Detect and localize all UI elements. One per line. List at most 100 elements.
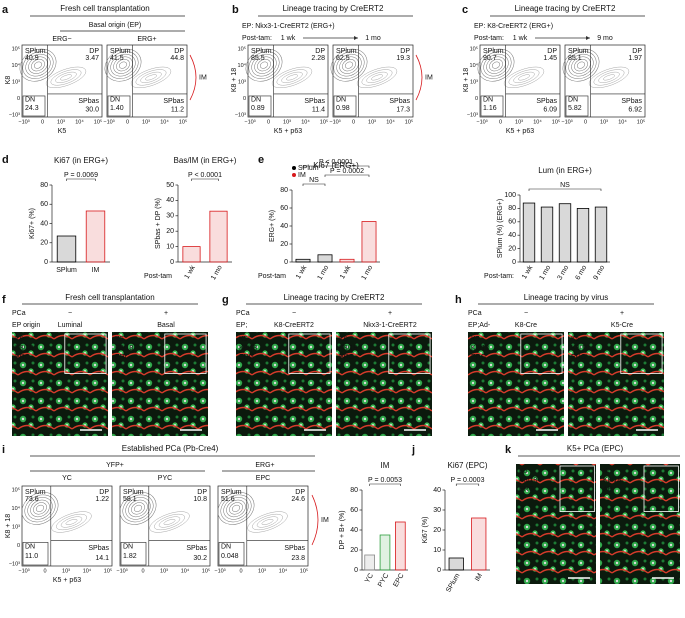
inset — [288, 333, 331, 374]
contour — [231, 504, 241, 512]
contours — [104, 48, 172, 88]
quadrant-value: 2.28 — [311, 55, 325, 62]
quadrant-value: 0.98 — [336, 105, 350, 112]
contour — [149, 511, 190, 533]
y-tick-label: 20 — [166, 228, 174, 235]
panel-subtitle: EP: Nkx3-1-CreERT2 (ERG+) — [242, 23, 335, 30]
y-tick-label: 0 — [243, 96, 246, 102]
post-tam: Post-tam: — [474, 35, 504, 42]
contour — [336, 53, 362, 77]
y-tick-label: 10⁵ — [470, 45, 478, 52]
x-tick-label: 0 — [239, 568, 242, 574]
arrow-head — [586, 36, 590, 40]
contour — [60, 516, 83, 528]
bar — [395, 521, 406, 571]
y-tick-label: 40 — [280, 223, 288, 230]
x-tick-label: 10⁴ — [279, 567, 288, 574]
significance-bracket — [324, 174, 370, 177]
y-tick-label: 10⁵ — [12, 45, 20, 52]
contour — [356, 66, 398, 88]
flow-frame — [119, 485, 211, 567]
stain-label: K8/18 — [571, 345, 589, 352]
contour — [491, 61, 501, 69]
p-value: NS — [560, 182, 570, 189]
quadrant-value: 1.22 — [95, 496, 109, 503]
x-tick-label: −10³ — [214, 568, 225, 574]
x-tick-label: −10³ — [329, 119, 340, 125]
quadrant-name: SPlum — [568, 48, 589, 55]
legend-label: IM — [298, 172, 306, 179]
im-arc — [311, 494, 319, 546]
contour — [330, 48, 368, 82]
chart-title: Ki67 (in ERG+) — [54, 156, 108, 165]
stain-label: ERG — [339, 354, 354, 361]
quadrant-name: SPbas — [186, 545, 207, 552]
contour — [480, 51, 512, 79]
contour — [163, 519, 176, 525]
contours — [245, 48, 313, 88]
contour — [271, 66, 313, 88]
chart-title: IM — [381, 461, 390, 470]
x-tick-label: 1 wk — [184, 264, 198, 280]
stain-label: AR — [603, 486, 613, 493]
stain-label: K8/18 — [115, 345, 133, 352]
p-value: P = 0.0053 — [368, 477, 402, 484]
contours — [21, 492, 92, 533]
quadrant-value: 1.45 — [543, 55, 557, 62]
contour — [588, 66, 630, 88]
bar — [209, 210, 228, 263]
quadrant-value: 3.47 — [85, 55, 99, 62]
y-tick-label: 10⁴ — [470, 62, 479, 69]
y-tick-label: 30 — [433, 507, 441, 514]
y-tick-label: 10⁴ — [12, 505, 21, 512]
x-tick-label: 10³ — [142, 119, 150, 125]
contour — [276, 69, 308, 86]
quadrant-name: DN — [336, 97, 346, 104]
y-tick-label: 40 — [508, 232, 516, 239]
x-tick-label: 0 — [499, 119, 502, 125]
im-arc — [415, 54, 423, 101]
y-tick-label: 10³ — [12, 524, 20, 530]
bar — [540, 206, 554, 263]
x-tick-label: 10⁴ — [160, 118, 169, 125]
stain-label: K5 — [471, 336, 480, 343]
x-tick-label: −10³ — [244, 119, 255, 125]
bar — [558, 203, 572, 263]
panel-letter: d — [2, 154, 9, 166]
y-axis-label: K8 + 18 — [231, 68, 238, 92]
y-tick-label: 0 — [354, 567, 358, 574]
y-axis-label: DP + B+ (%) — [339, 510, 346, 549]
quadrant-value: 30.0 — [85, 107, 99, 114]
stain-label: K8/18 — [603, 477, 621, 484]
quadrant-value: 24.3 — [25, 105, 39, 112]
quadrant-name: DN — [568, 97, 578, 104]
contour — [223, 497, 249, 520]
quadrant-name: SPbas — [284, 545, 305, 552]
quadrant-value: 73.6 — [25, 496, 39, 503]
x-tick-label: 10⁵ — [94, 118, 102, 125]
x-tick-label: 1 mo — [210, 264, 224, 281]
x-tick-label: 0 — [352, 119, 355, 125]
y-axis-label: K8 — [5, 76, 12, 85]
y-tick-label: 10³ — [12, 79, 20, 85]
quadrant-name: DP — [315, 48, 325, 55]
x-tick-label: YC — [364, 572, 375, 584]
x-tick-label: 0 — [267, 119, 270, 125]
x-axis-label: K5 + p63 — [274, 128, 302, 135]
stain-label: K5 — [15, 336, 24, 343]
quadrant-name: DN — [251, 97, 261, 104]
y-axis-label: ERG+ (%) — [269, 210, 276, 242]
panel-title: Lineage tracing by virus — [524, 293, 609, 302]
panel-title: Lineage tracing by CreERT2 — [284, 293, 385, 302]
quadrant-value: 1.40 — [110, 105, 124, 112]
contour — [158, 516, 181, 528]
contour — [113, 56, 133, 74]
contour — [104, 48, 142, 82]
contour — [65, 519, 78, 525]
x-tick-label: −10³ — [103, 119, 114, 125]
contour — [508, 69, 540, 86]
y-tick-label: 60 — [508, 219, 516, 226]
y-tick-label: −10³ — [467, 112, 478, 118]
quadrant-value: 5.82 — [568, 105, 582, 112]
